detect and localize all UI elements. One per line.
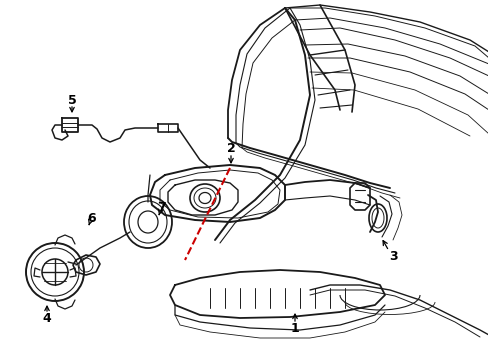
Text: 5: 5 — [67, 94, 76, 107]
Text: 7: 7 — [157, 201, 166, 213]
Text: 3: 3 — [388, 251, 397, 264]
Text: 2: 2 — [226, 141, 235, 154]
Text: 1: 1 — [290, 321, 299, 334]
Text: 4: 4 — [42, 311, 51, 324]
Text: 6: 6 — [87, 212, 96, 225]
